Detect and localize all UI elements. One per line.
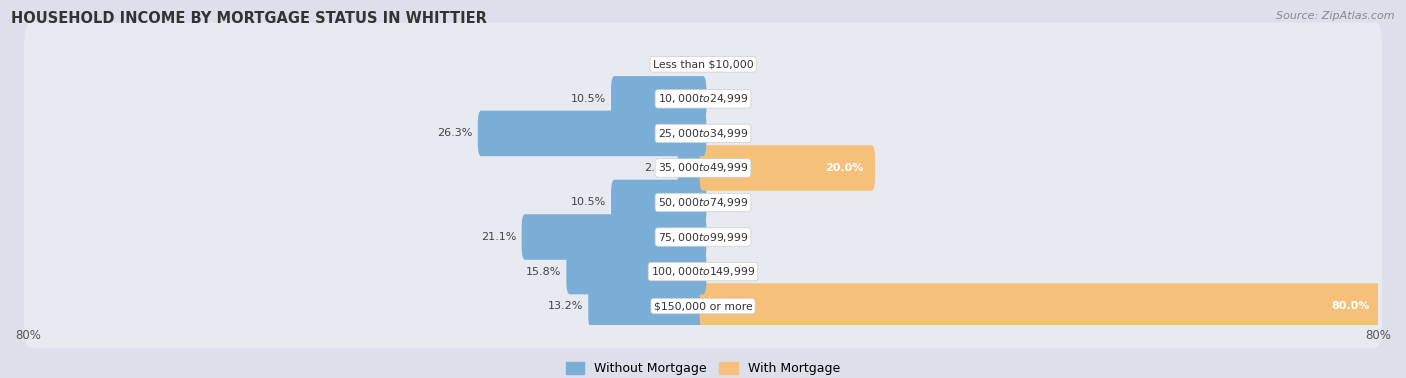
Text: $25,000 to $34,999: $25,000 to $34,999 xyxy=(658,127,748,140)
FancyBboxPatch shape xyxy=(478,111,706,156)
FancyBboxPatch shape xyxy=(24,264,1382,348)
Text: 0.0%: 0.0% xyxy=(666,59,695,69)
Text: $10,000 to $24,999: $10,000 to $24,999 xyxy=(658,92,748,105)
FancyBboxPatch shape xyxy=(24,91,1382,175)
Text: $150,000 or more: $150,000 or more xyxy=(654,301,752,311)
Text: 0.0%: 0.0% xyxy=(711,232,740,242)
Text: Source: ZipAtlas.com: Source: ZipAtlas.com xyxy=(1277,11,1395,21)
FancyBboxPatch shape xyxy=(700,145,875,191)
FancyBboxPatch shape xyxy=(24,23,1382,106)
FancyBboxPatch shape xyxy=(612,76,706,122)
Text: 80.0%: 80.0% xyxy=(1331,301,1369,311)
Text: 2.6%: 2.6% xyxy=(644,163,672,173)
FancyBboxPatch shape xyxy=(567,249,706,294)
Text: 0.0%: 0.0% xyxy=(711,129,740,138)
FancyBboxPatch shape xyxy=(24,230,1382,313)
FancyBboxPatch shape xyxy=(522,214,706,260)
Text: 10.5%: 10.5% xyxy=(571,197,606,208)
FancyBboxPatch shape xyxy=(24,161,1382,244)
Text: HOUSEHOLD INCOME BY MORTGAGE STATUS IN WHITTIER: HOUSEHOLD INCOME BY MORTGAGE STATUS IN W… xyxy=(11,11,486,26)
Text: 0.0%: 0.0% xyxy=(711,59,740,69)
Text: 21.1%: 21.1% xyxy=(481,232,516,242)
Legend: Without Mortgage, With Mortgage: Without Mortgage, With Mortgage xyxy=(561,357,845,378)
Text: 10.5%: 10.5% xyxy=(571,94,606,104)
FancyBboxPatch shape xyxy=(24,126,1382,210)
Text: $35,000 to $49,999: $35,000 to $49,999 xyxy=(658,161,748,175)
Text: 0.0%: 0.0% xyxy=(711,266,740,277)
FancyBboxPatch shape xyxy=(678,145,706,191)
FancyBboxPatch shape xyxy=(612,180,706,225)
FancyBboxPatch shape xyxy=(588,283,706,329)
Text: 0.0%: 0.0% xyxy=(711,94,740,104)
Text: Less than $10,000: Less than $10,000 xyxy=(652,59,754,69)
Text: $100,000 to $149,999: $100,000 to $149,999 xyxy=(651,265,755,278)
Text: 26.3%: 26.3% xyxy=(437,129,472,138)
FancyBboxPatch shape xyxy=(24,195,1382,279)
Text: 13.2%: 13.2% xyxy=(548,301,583,311)
Text: $75,000 to $99,999: $75,000 to $99,999 xyxy=(658,231,748,243)
Text: 20.0%: 20.0% xyxy=(825,163,863,173)
FancyBboxPatch shape xyxy=(700,283,1381,329)
FancyBboxPatch shape xyxy=(24,57,1382,141)
Text: $50,000 to $74,999: $50,000 to $74,999 xyxy=(658,196,748,209)
Text: 0.0%: 0.0% xyxy=(711,197,740,208)
Text: 15.8%: 15.8% xyxy=(526,266,561,277)
